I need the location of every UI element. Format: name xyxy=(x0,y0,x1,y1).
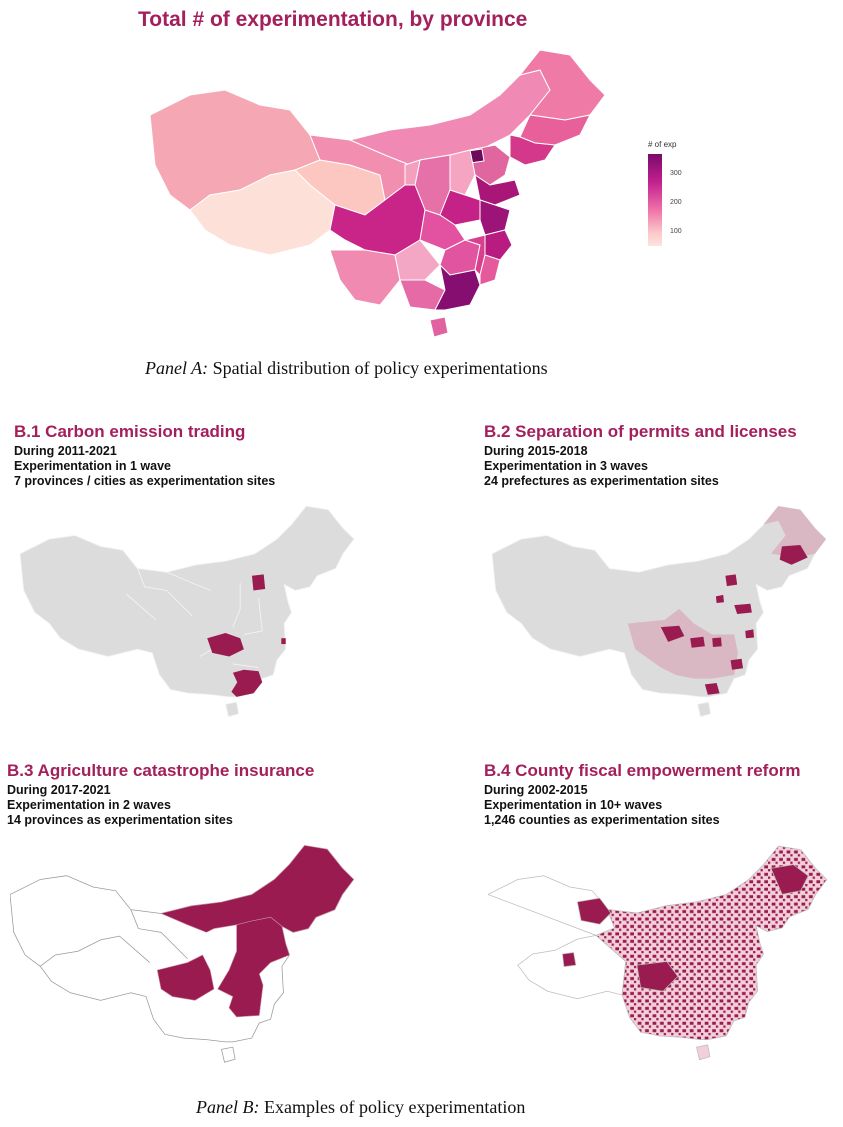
legend: # of exp 300 200 100 xyxy=(648,140,708,250)
province-guizhou xyxy=(394,239,441,281)
legend-tick: 300 xyxy=(670,170,682,177)
province-shanxi xyxy=(449,149,476,196)
b1-site-beijing xyxy=(251,574,266,591)
province-liaoning xyxy=(509,134,556,166)
b4-line2: Experimentation in 10+ waves xyxy=(484,798,663,812)
panel-b-caption: Panel B: Examples of policy experimentat… xyxy=(196,1097,525,1118)
province-jilin xyxy=(519,114,591,146)
panel-a-title: Total # of experimentation, by province xyxy=(138,8,528,31)
b4-title: B.4 County fiscal empowerment reform xyxy=(484,761,801,780)
b1-site-hubei xyxy=(207,633,244,657)
b3-line3: 14 provinces as experimentation sites xyxy=(7,813,233,827)
b2-line3: 24 prefectures as experimentation sites xyxy=(484,474,719,488)
b1-line1: During 2011-2021 xyxy=(14,444,117,458)
province-guangdong xyxy=(434,263,481,311)
legend-color-bar xyxy=(648,154,662,246)
b4-line1: During 2002-2015 xyxy=(484,783,588,797)
province-jiangsu xyxy=(479,199,511,236)
panel-b-caption-label: Panel B: xyxy=(196,1097,260,1117)
b3-line2: Experimentation in 2 waves xyxy=(7,798,171,812)
b2-line2: Experimentation in 3 waves xyxy=(484,459,648,473)
b2-title: B.2 Separation of permits and licenses xyxy=(484,422,797,441)
b3-map xyxy=(10,845,355,1063)
b1-site-shanghai xyxy=(281,638,286,645)
b1-map xyxy=(20,505,355,718)
b3-site-sichuan xyxy=(156,954,215,1001)
b3-line1: During 2017-2021 xyxy=(7,783,111,797)
b3-site-central xyxy=(217,916,290,1018)
b4-map xyxy=(488,845,828,1061)
b2-line1: During 2015-2018 xyxy=(484,444,588,458)
b1-title: B.1 Carbon emission trading xyxy=(14,422,246,441)
province-zhejiang xyxy=(484,229,513,261)
b1-line2: Experimentation in 1 wave xyxy=(14,459,171,473)
b2-map xyxy=(492,505,827,718)
legend-tick: 100 xyxy=(670,228,682,235)
province-fujian xyxy=(479,254,501,286)
b3-title: B.3 Agriculture catastrophe insurance xyxy=(7,761,315,780)
panel-a-caption-text: Spatial distribution of policy experimen… xyxy=(208,358,548,378)
panel-a-caption: Panel A: Spatial distribution of policy … xyxy=(145,358,548,379)
b1-site-guangdong xyxy=(231,669,263,697)
province-hainan xyxy=(429,316,449,338)
b1-line3: 7 provinces / cities as experimentation … xyxy=(14,474,276,488)
panel-b-caption-text: Examples of policy experimentation xyxy=(259,1097,526,1117)
province-yunnan xyxy=(329,249,401,306)
legend-title: # of exp xyxy=(648,140,677,149)
b3-site-north xyxy=(160,845,355,933)
b4-line3: 1,246 counties as experimentation sites xyxy=(484,813,720,827)
panel-a-caption-label: Panel A: xyxy=(145,358,209,378)
legend-tick: 200 xyxy=(670,199,682,206)
panel-a-map xyxy=(150,49,606,338)
